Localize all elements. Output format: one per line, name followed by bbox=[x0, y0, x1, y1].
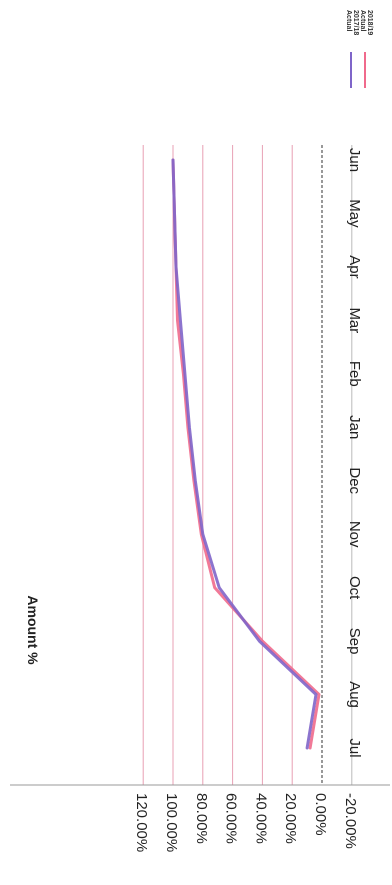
y-tick-label: 60.00% bbox=[223, 793, 240, 844]
x-tick-label: Mar bbox=[346, 307, 363, 333]
y-tick-labels: 120.00% 100.00% 80.00% 60.00% 40.00% 20.00% 0.… bbox=[133, 793, 359, 852]
x-tick-label: Dec bbox=[346, 467, 363, 494]
x-tick-label: Sep bbox=[346, 628, 363, 655]
y-tick-label: 80.00% bbox=[193, 793, 210, 844]
legend-label: 2017/18Actual bbox=[345, 10, 359, 35]
x-tick-label: May bbox=[346, 199, 363, 228]
x-tick-label: Oct bbox=[346, 576, 363, 600]
x-tick-label: Jan bbox=[346, 415, 363, 439]
x-tick-label: Nov bbox=[346, 521, 363, 548]
y-tick-label: 100.00% bbox=[163, 793, 180, 852]
x-tick-label: Feb bbox=[346, 361, 363, 387]
series-line bbox=[171, 158, 321, 750]
y-tick-label: 20.00% bbox=[282, 793, 299, 844]
series-lines bbox=[171, 158, 321, 750]
y-axis-title: Amount % bbox=[25, 595, 41, 665]
x-tick-labels: Jul Aug Sep Oct Nov Dec Jan Feb Mar Apr May Jun bbox=[346, 148, 363, 758]
y-tick-label: 0.00% bbox=[312, 793, 329, 836]
gridlines bbox=[142, 145, 353, 785]
y-tick-label: 40.00% bbox=[252, 793, 269, 844]
y-tick-label: -20.00% bbox=[342, 793, 359, 849]
series-line bbox=[171, 158, 318, 750]
y-tick-label: 120.00% bbox=[133, 793, 150, 852]
legend-label: 2018/19Actual bbox=[359, 10, 373, 35]
x-tick-label: Apr bbox=[346, 255, 363, 278]
x-tick-label: Jun bbox=[346, 148, 363, 172]
x-tick-label: Aug bbox=[346, 681, 363, 708]
x-tick-label: Jul bbox=[346, 738, 363, 757]
